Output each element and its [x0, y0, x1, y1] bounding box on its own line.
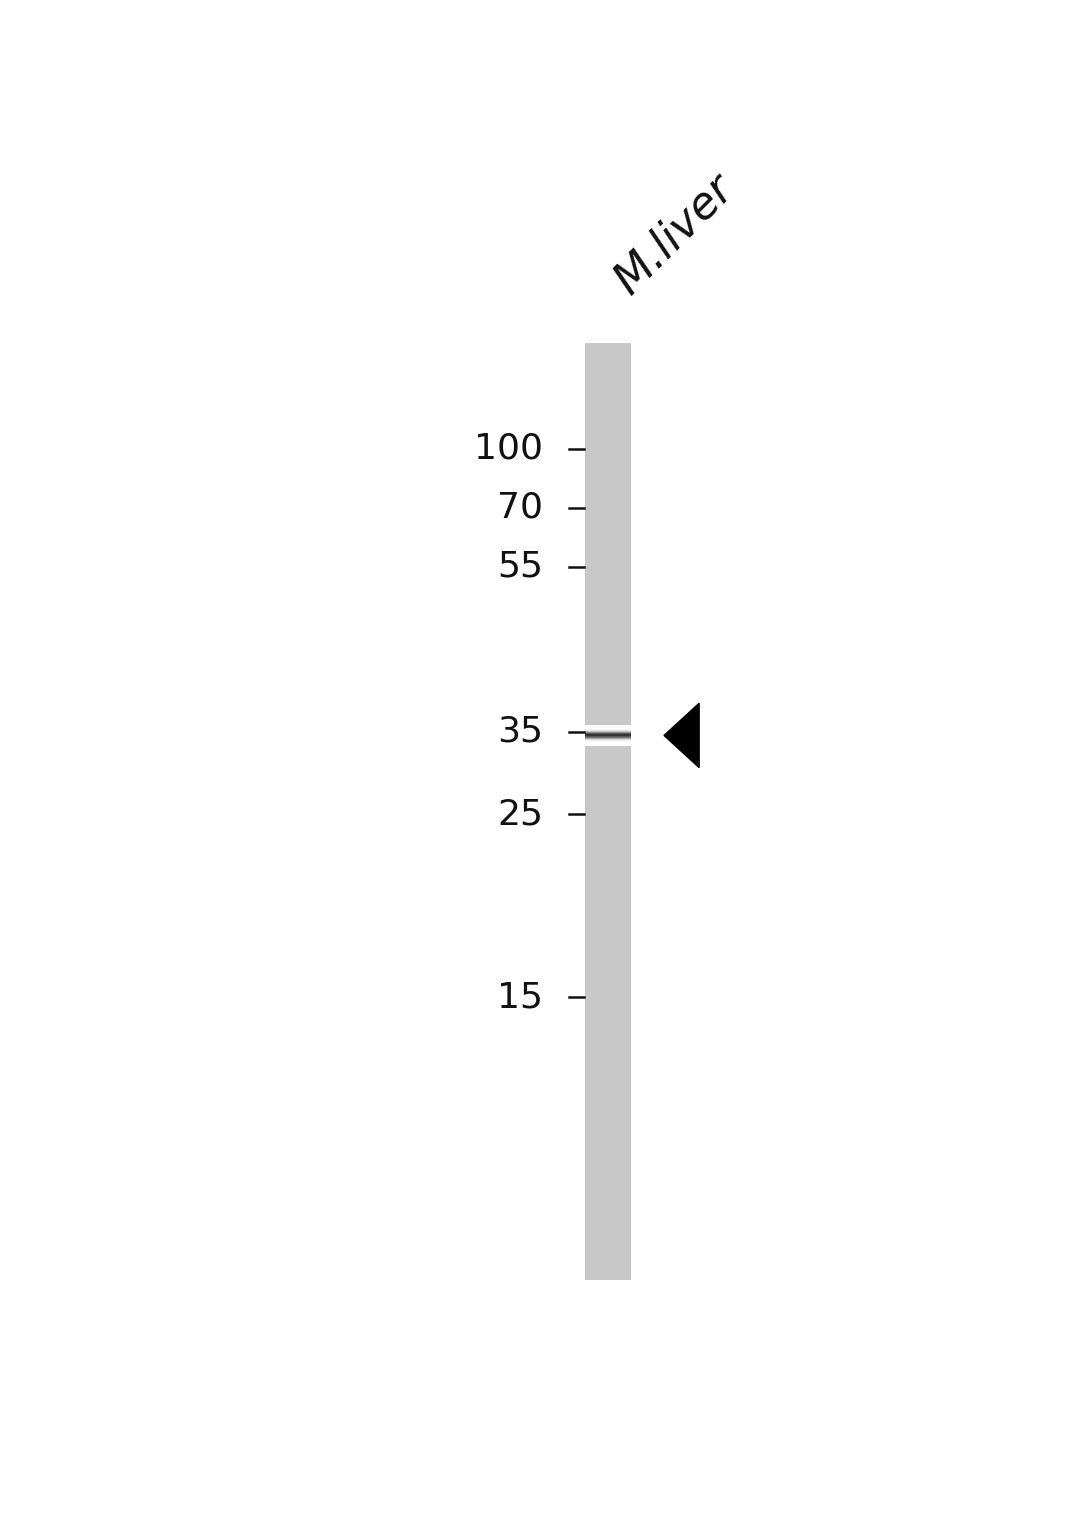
Text: 25: 25 — [498, 798, 543, 831]
Text: 100: 100 — [474, 432, 543, 465]
Bar — [585, 343, 631, 1280]
Text: 70: 70 — [498, 491, 543, 525]
Text: M.liver: M.liver — [607, 165, 743, 302]
Polygon shape — [664, 703, 699, 767]
Text: 15: 15 — [498, 980, 543, 1014]
Text: 55: 55 — [498, 550, 543, 583]
Text: 35: 35 — [498, 715, 543, 749]
